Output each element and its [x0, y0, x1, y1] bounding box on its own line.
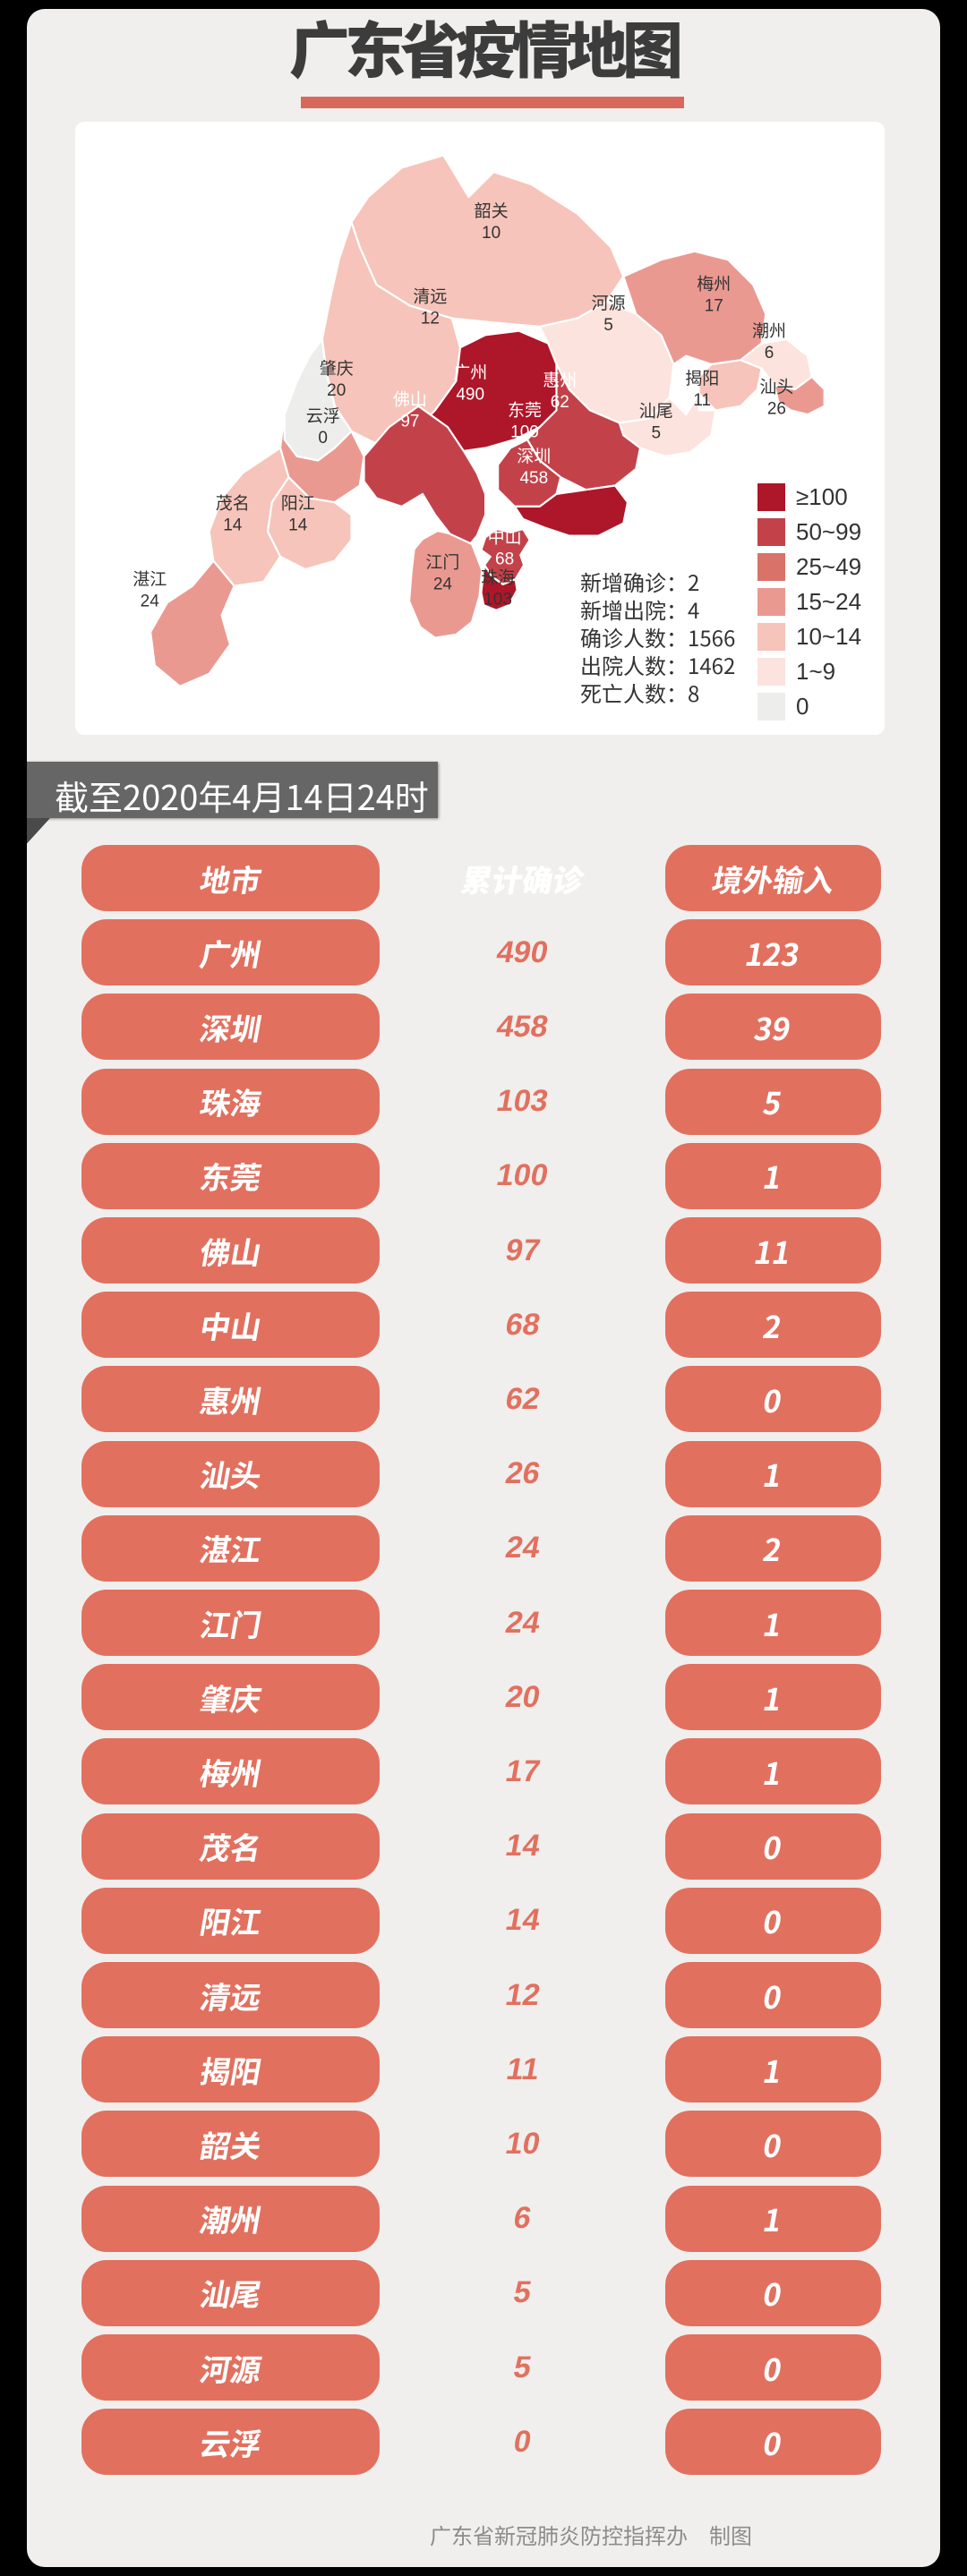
- svg-text:14: 14: [288, 516, 308, 534]
- svg-text:江门: 江门: [425, 550, 459, 574]
- svg-text:458: 458: [519, 469, 548, 488]
- svg-text:死亡人数：8: 死亡人数：8: [580, 677, 699, 708]
- svg-text:62: 62: [551, 393, 569, 412]
- svg-text:490: 490: [456, 386, 484, 405]
- svg-text:潮州: 潮州: [752, 318, 786, 342]
- svg-text:0: 0: [318, 429, 328, 448]
- svg-text:10: 10: [482, 224, 501, 243]
- svg-text:广州: 广州: [453, 360, 487, 384]
- svg-text:20: 20: [327, 381, 346, 400]
- svg-text:出院人数：1462: 出院人数：1462: [580, 649, 735, 680]
- svg-text:103: 103: [484, 591, 512, 610]
- svg-text:26: 26: [767, 399, 786, 418]
- svg-text:100: 100: [510, 423, 539, 442]
- svg-text:揭阳: 揭阳: [685, 365, 719, 389]
- svg-text:梅州: 梅州: [697, 270, 731, 294]
- svg-text:深圳: 深圳: [517, 443, 551, 467]
- svg-text:茂名: 茂名: [216, 490, 250, 514]
- svg-text:珠海: 珠海: [481, 565, 515, 589]
- svg-text:24: 24: [433, 576, 453, 594]
- svg-text:肇庆: 肇庆: [320, 355, 354, 380]
- svg-text:湛江: 湛江: [133, 566, 167, 590]
- svg-text:5: 5: [652, 424, 662, 443]
- svg-text:汕头: 汕头: [759, 373, 793, 397]
- svg-text:12: 12: [421, 310, 440, 328]
- svg-text:云浮: 云浮: [306, 403, 340, 427]
- svg-text:惠州: 惠州: [543, 367, 577, 391]
- svg-text:0: 0: [796, 693, 809, 720]
- svg-text:新增确诊：2: 新增确诊：2: [580, 566, 699, 597]
- svg-text:6: 6: [765, 344, 774, 363]
- svg-text:清远: 清远: [413, 284, 447, 308]
- svg-text:10~14: 10~14: [796, 623, 861, 650]
- svg-text:≥100: ≥100: [796, 483, 848, 510]
- svg-text:确诊人数：1566: 确诊人数：1566: [580, 621, 735, 653]
- svg-text:11: 11: [693, 391, 711, 410]
- svg-text:新增出院：4: 新增出院：4: [580, 593, 699, 625]
- svg-text:25~49: 25~49: [796, 553, 861, 580]
- svg-text:24: 24: [141, 592, 160, 610]
- svg-text:15~24: 15~24: [796, 588, 861, 615]
- svg-text:汕尾: 汕尾: [639, 398, 673, 422]
- svg-text:17: 17: [705, 296, 723, 315]
- svg-text:河源: 河源: [591, 290, 625, 314]
- svg-text:东莞: 东莞: [508, 397, 542, 422]
- svg-text:1~9: 1~9: [796, 658, 835, 685]
- svg-text:佛山: 佛山: [393, 386, 427, 410]
- svg-text:5: 5: [603, 316, 613, 335]
- svg-text:97: 97: [400, 412, 419, 431]
- svg-text:中山: 中山: [488, 525, 522, 549]
- svg-text:50~99: 50~99: [796, 518, 861, 545]
- svg-text:韶关: 韶关: [475, 198, 509, 222]
- svg-text:14: 14: [223, 516, 243, 534]
- svg-text:阳江: 阳江: [281, 490, 315, 514]
